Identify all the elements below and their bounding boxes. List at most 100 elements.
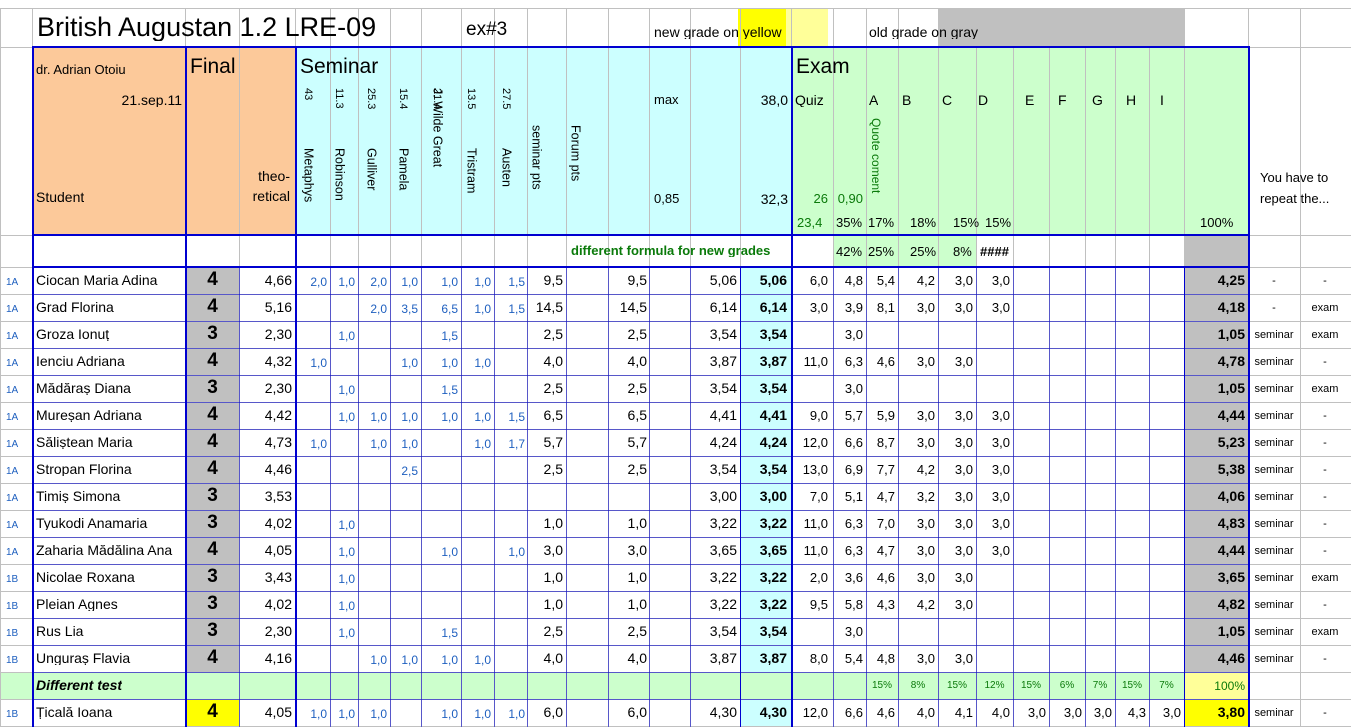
seminar-score: 3,5	[401, 303, 418, 315]
table-row[interactable]: 1A Zaharia Mădălina Ana 4 4,05 1,0 1,0 1,0 3,0 3…	[0, 537, 1351, 564]
student-name: Pleian Agnes	[36, 597, 118, 611]
result-grade: 1,05	[1217, 327, 1245, 341]
col-border	[1013, 267, 1014, 727]
exam-score: 3,0	[991, 436, 1010, 449]
exam-header-bg	[791, 47, 1248, 235]
final-cell-bg	[186, 321, 239, 348]
table-row[interactable]: 1A Timiș Simona 3 3,53 3,00 3,00 7,0 5,1 4,7 3,2 3…	[0, 483, 1351, 510]
repeat-1: -	[1272, 276, 1276, 287]
repeat-2: exam	[1311, 627, 1339, 638]
result-header-gray	[1184, 235, 1248, 267]
quiz-weighted: 6,9	[844, 463, 863, 476]
seminar-score: 2,0	[370, 276, 387, 288]
repeat-2: exam	[1311, 330, 1339, 341]
seminar-col-4-pct: 15.4	[397, 88, 409, 110]
seminar-pts: 1,0	[543, 570, 563, 584]
seminar-score: 1,0	[474, 303, 491, 315]
max-label: max	[654, 93, 679, 106]
table-row[interactable]: 1A Tyukodi Anamaria 3 4,02 1,0 1,0 1,0 3,22 3,22…	[0, 510, 1351, 537]
repeat-2: -	[1323, 492, 1327, 503]
exam-score: 3,0	[916, 571, 935, 584]
exam-score: 3,0	[916, 652, 935, 665]
grade-calc: 3,87	[709, 651, 737, 665]
exam-weight-pct: 15%	[985, 216, 1012, 229]
table-row[interactable]: 1B Nicolae Roxana 3 3,43 1,0 1,0 1,0 3,22 3,22 2,…	[0, 564, 1351, 591]
grade-calc: 4,30	[709, 705, 737, 719]
grade-new: 6,14	[759, 300, 787, 314]
table-row[interactable]: 1B Unguraș Flavia 4 4,16 1,0 1,0 1,0 1,0 4,0 4,0 3…	[0, 645, 1351, 672]
formula-pct-2: 25%	[868, 245, 895, 258]
repeat-1: seminar	[1254, 438, 1294, 449]
seminar-pts: 3,0	[543, 543, 563, 557]
seminar-score: 1,0	[508, 708, 525, 720]
table-row[interactable]: 1A Mădăraș Diana 3 2,30 1,0 1,5 2,5 2,5 3,54 3,54…	[0, 375, 1351, 402]
grade-calc: 4,41	[709, 408, 737, 422]
result-cell-bg	[1185, 483, 1248, 510]
table-row[interactable]: 1A Săliștean Maria 4 4,73 1,0 1,0 1,0 1,0 1,7 5,7…	[0, 429, 1351, 456]
table-row[interactable]: 1B Rus Lia 3 2,30 1,0 1,5 2,5 2,5 3,54 3,54 3,0 1,0…	[0, 618, 1351, 645]
quiz-score: 11,0	[803, 517, 828, 530]
grade-cell-bg	[741, 375, 791, 402]
forum-pts: 1,0	[627, 570, 647, 584]
table-row[interactable]: 1A Ienciu Adriana 4 4,32 1,0 1,0 1,0 1,0 4,0 4,0 3…	[0, 348, 1351, 375]
formula-pct-4: 8%	[953, 245, 972, 258]
blue-border	[32, 234, 1249, 236]
theoretical-column-header: theo- retical	[252, 168, 290, 204]
repeat-1: seminar	[1254, 519, 1294, 530]
exam-score: 4,3	[1127, 706, 1146, 719]
result-grade: 4,82	[1217, 597, 1245, 611]
repeat-2: -	[1323, 357, 1327, 368]
table-row[interactable]: 1A Mureșan Adriana 4 4,42 1,0 1,0 1,0 1,0 1,0 1,5…	[0, 402, 1351, 429]
final-grade: 3	[207, 594, 218, 613]
table-row[interactable]: 1A Stropan Florina 4 4,46 2,5 2,5 2,5 3,54 3,54 1…	[0, 456, 1351, 483]
student-name: Timiș Simona	[36, 489, 121, 503]
quiz-weighted: 3,9	[844, 301, 863, 314]
seminar-score: 1,0	[401, 276, 418, 288]
repeat-1: seminar	[1254, 573, 1294, 584]
table-row[interactable]: 1A Groza Ionuț 3 2,30 1,0 1,5 2,5 2,5 3,54 3,54 3,…	[0, 321, 1351, 348]
result-grade: 4,83	[1217, 516, 1245, 530]
repeat-1: seminar	[1254, 411, 1294, 422]
quiz-weighted: 3,6	[844, 571, 863, 584]
seminar-score: 1,0	[474, 708, 491, 720]
seminar-score: 2,5	[401, 465, 418, 477]
col-border	[833, 267, 834, 727]
exam-col-letter-G: G	[1092, 93, 1103, 107]
exam-score: 4,1	[954, 706, 973, 719]
exam-score: 3,0	[916, 409, 935, 422]
result-cell-bg	[1185, 402, 1248, 429]
exam-score: 4,6	[876, 706, 895, 719]
repeat-2: exam	[1311, 573, 1339, 584]
final-cell-bg	[186, 402, 239, 429]
exam-score: 3,0	[954, 301, 973, 314]
seminar-score: 1,0	[401, 357, 418, 369]
exam-score: 8,7	[876, 436, 895, 449]
group-code: 1A	[6, 548, 19, 558]
repeat-1: seminar	[1254, 708, 1294, 719]
col-border	[866, 267, 867, 727]
seminar-header-bg	[295, 47, 791, 235]
seminar-col-7-name: Austen	[499, 148, 514, 187]
table-row[interactable]: 1B Țicală Ioana 4 4,05 1,0 1,0 1,0 1,0 1,0 1,0 6,0…	[0, 699, 1351, 726]
grade-calc: 3,54	[709, 327, 737, 341]
table-row[interactable]: 1A Ciocan Maria Adina 4 4,66 2,0 1,0 2,0 1,0 1,0…	[0, 267, 1351, 294]
table-row[interactable]: 1B Pleian Agnes 3 4,02 1,0 1,0 1,0 3,22 3,22 9,5 5…	[0, 591, 1351, 618]
result-grade: 4,44	[1217, 408, 1245, 422]
legend-old-highlight: on gray	[931, 25, 978, 39]
forum-pts: 2,5	[627, 381, 647, 395]
seminar-score: 1,0	[338, 627, 355, 639]
table-row[interactable]: 1A Grad Florina 4 5,16 2,0 3,5 6,5 1,0 1,5 14,5 14…	[0, 294, 1351, 321]
exam-col-letter-A: A	[869, 93, 879, 107]
grade-cell-bg	[741, 537, 791, 564]
col-border	[358, 267, 359, 727]
seminar-pts: 2,5	[543, 624, 563, 638]
seminar-score: 1,5	[441, 384, 458, 396]
grade-calc: 3,22	[709, 516, 737, 530]
group-code: 1A	[6, 359, 19, 369]
formula-pct-3: 25%	[910, 245, 937, 258]
result-grade: 4,78	[1217, 354, 1245, 368]
v-gridline	[0, 8, 1, 727]
different-test-pct: 15%	[946, 681, 967, 691]
seminar-score: 1,0	[338, 546, 355, 558]
